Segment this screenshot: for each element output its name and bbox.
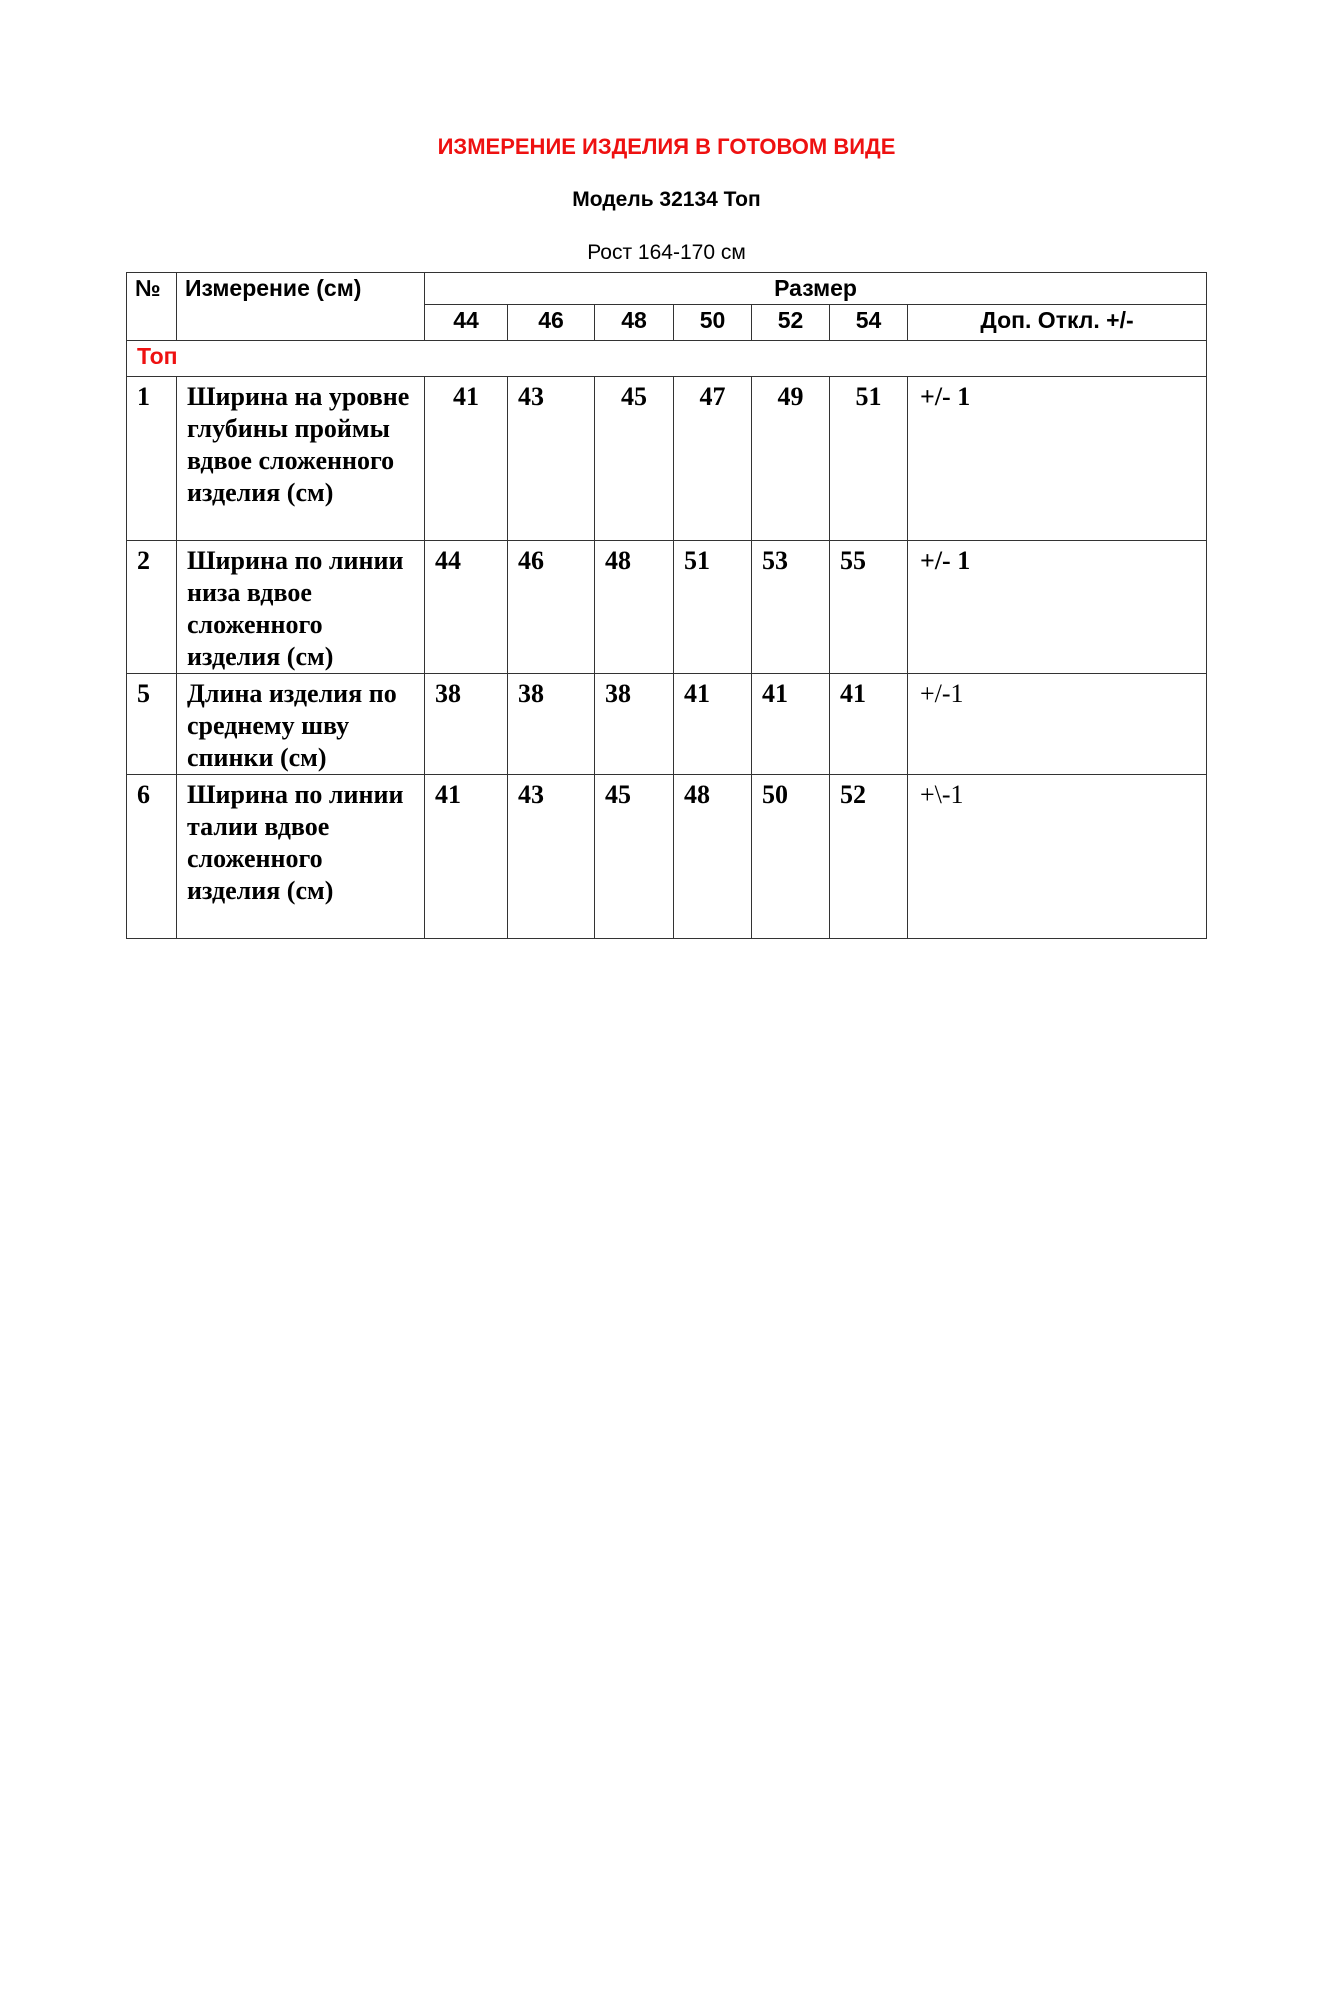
value-cell: 50 xyxy=(751,774,830,939)
measurement-name: Длина изделия по среднему шву спинки (см… xyxy=(176,673,425,775)
value-cell: 41 xyxy=(751,673,830,775)
value-cell: 51 xyxy=(673,540,752,674)
value-cell: 45 xyxy=(594,376,674,541)
value-cell: 41 xyxy=(673,673,752,775)
section-row: Топ xyxy=(125,340,1208,377)
tolerance-cell: +/- 1 xyxy=(906,376,1208,541)
value-cell: 41 xyxy=(829,673,908,775)
size-52: 52 xyxy=(751,304,830,341)
table-row: 2 Ширина по линии низа вдвое сложенного и… xyxy=(126,540,1208,674)
row-number: 2 xyxy=(126,540,177,674)
header-size: Размер xyxy=(423,272,1208,305)
document-title: ИЗМЕРЕНИЕ ИЗДЕЛИЯ В ГОТОВОМ ВИДЕ xyxy=(437,134,896,159)
tolerance-cell: +/- 1 xyxy=(906,540,1208,674)
value-cell: 41 xyxy=(424,376,508,541)
value-cell: 48 xyxy=(594,540,674,674)
value-cell: 46 xyxy=(507,540,595,674)
value-cell: 52 xyxy=(829,774,908,939)
model-label: Модель 32134 Топ xyxy=(572,188,761,211)
value-cell: 47 xyxy=(673,376,752,541)
row-number: 5 xyxy=(126,673,177,775)
size-44: 44 xyxy=(424,304,508,341)
value-cell: 44 xyxy=(424,540,508,674)
measurement-name: Ширина на уровне глубины проймы вдвое сл… xyxy=(176,376,425,541)
table-row: 6 Ширина по линии талии вдвое сложенного … xyxy=(126,774,1208,939)
value-cell: 38 xyxy=(594,673,674,775)
value-cell: 41 xyxy=(424,774,508,939)
measurement-name: Ширина по линии низа вдвое сложенного из… xyxy=(176,540,425,674)
value-cell: 43 xyxy=(507,376,595,541)
value-cell: 48 xyxy=(673,774,752,939)
measurement-table: № Измерение (см) Размер 44 46 48 50 52 5… xyxy=(125,272,1208,939)
value-cell: 55 xyxy=(829,540,908,674)
size-54: 54 xyxy=(829,304,908,341)
value-cell: 49 xyxy=(751,376,830,541)
row-number: 6 xyxy=(126,774,177,939)
tolerance-cell: +/-1 xyxy=(906,673,1208,775)
size-46: 46 xyxy=(507,304,595,341)
section-label: Топ xyxy=(125,340,1208,377)
table-row: 5 Длина изделия по среднему шву спинки (с… xyxy=(126,673,1208,775)
value-cell: 38 xyxy=(507,673,595,775)
value-cell: 38 xyxy=(424,673,508,775)
size-48: 48 xyxy=(594,304,674,341)
value-cell: 43 xyxy=(507,774,595,939)
size-50: 50 xyxy=(673,304,752,341)
header-row: № Измерение (см) Размер xyxy=(126,272,1208,341)
height-label: Рост 164-170 см xyxy=(587,241,746,264)
header-no: № xyxy=(126,272,177,341)
measurement-name: Ширина по линии талии вдвое сложенного и… xyxy=(176,774,425,939)
header-measure: Измерение (см) xyxy=(176,272,425,341)
value-cell: 45 xyxy=(594,774,674,939)
value-cell: 53 xyxy=(751,540,830,674)
row-number: 1 xyxy=(126,376,177,541)
value-cell: 51 xyxy=(829,376,908,541)
table-row: 1 Ширина на уровне глубины проймы вдвое с… xyxy=(126,376,1208,541)
tolerance-cell: +\-1 xyxy=(906,774,1208,939)
header-tolerance: Доп. Откл. +/- xyxy=(906,304,1208,341)
